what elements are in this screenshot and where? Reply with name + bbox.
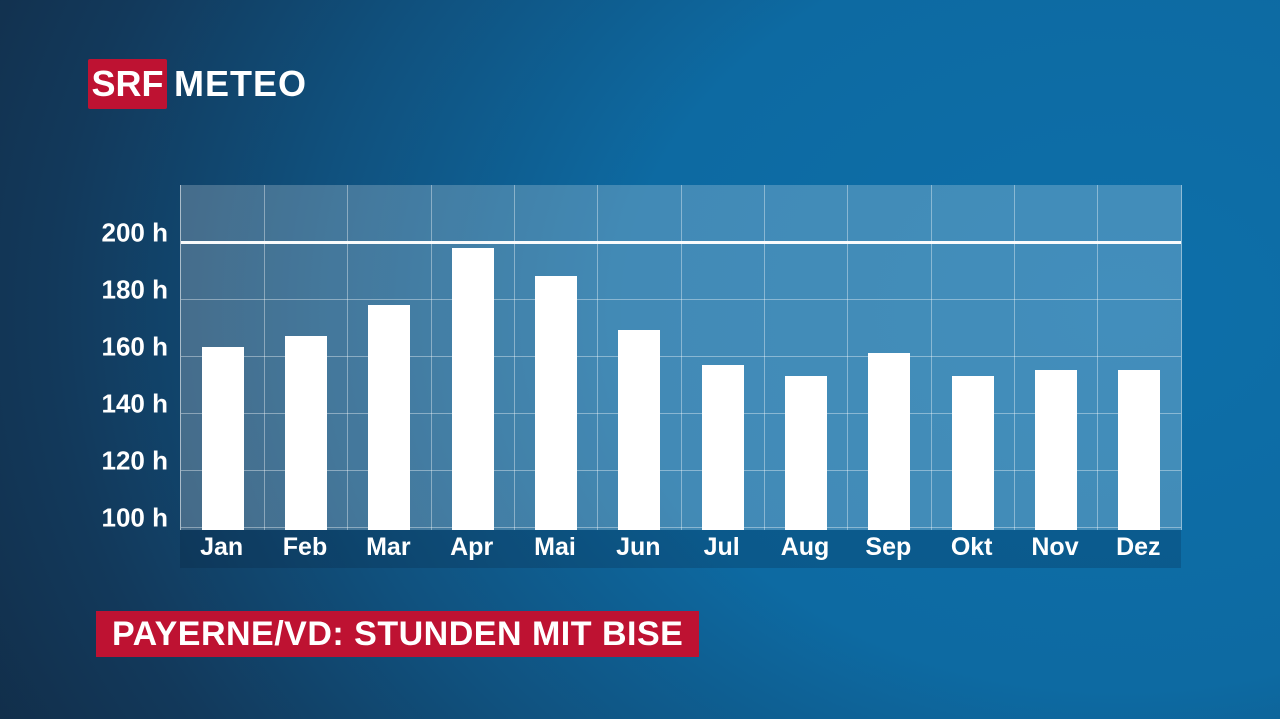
x-axis-label-dez: Dez: [1116, 533, 1161, 561]
x-axis-label-apr: Apr: [450, 533, 494, 561]
month-separator-line: [763, 185, 765, 530]
bar-jan: [201, 347, 244, 530]
reference-line-200h: [181, 240, 1181, 244]
chart-title: PAYERNE/VD: STUNDEN MIT BISE: [112, 615, 684, 653]
month-separator-line: [1013, 185, 1015, 530]
bar-jun: [618, 330, 661, 530]
month-separator-line: [1097, 185, 1099, 530]
bar-okt: [951, 375, 994, 530]
bar-jul: [701, 364, 744, 530]
srf-logo-box: SRF: [88, 59, 167, 109]
y-axis-label-200h: 200 h: [101, 217, 169, 248]
x-axis-label-jun: Jun: [616, 533, 661, 561]
x-axis-label-aug: Aug: [780, 533, 830, 561]
month-separator-line: [930, 185, 932, 530]
x-axis-label-mar: Mar: [366, 533, 411, 561]
month-separator-line: [680, 185, 682, 530]
x-axis-label-mai: Mai: [534, 533, 576, 561]
x-axis-label-nov: Nov: [1031, 533, 1079, 561]
y-axis-label-120h: 120 h: [101, 445, 169, 476]
x-axis-label-sep: Sep: [865, 533, 912, 561]
srf-meteo-logo: SRF METEO: [88, 59, 307, 109]
plot-area: [180, 185, 1182, 530]
bar-mai: [535, 276, 577, 530]
x-axis-label-jan: Jan: [200, 533, 244, 561]
month-separator-line: [597, 185, 599, 530]
month-separator-line: [430, 185, 432, 530]
y-axis-label-100h: 100 h: [101, 502, 169, 533]
gridline-160h: [181, 355, 1181, 357]
x-axis-label-jul: Jul: [703, 533, 740, 561]
gridline-120h: [181, 469, 1181, 471]
month-separator-line: [847, 185, 849, 530]
bar-apr: [451, 247, 494, 530]
y-axis-label-140h: 140 h: [101, 388, 169, 419]
y-axis-label-180h: 180 h: [101, 274, 169, 305]
bar-sep: [868, 353, 911, 530]
gridline-180h: [181, 298, 1181, 300]
meteo-logo-text: METEO: [174, 63, 308, 104]
month-separator-line: [347, 185, 349, 530]
bar-dez: [1118, 370, 1161, 530]
bar-nov: [1035, 370, 1077, 530]
bar-mar: [368, 304, 411, 530]
x-axis-label-okt: Okt: [950, 533, 993, 561]
x-axis-label-feb: Feb: [282, 533, 328, 561]
month-separator-line: [263, 185, 265, 530]
month-separator-line: [513, 185, 515, 530]
bar-aug: [785, 375, 827, 530]
month-label-band: [180, 530, 1181, 568]
gridline-140h: [181, 412, 1181, 414]
bar-feb: [285, 336, 327, 530]
y-axis-label-160h: 160 h: [101, 331, 169, 362]
srf-logo-text: SRF: [91, 63, 164, 104]
gridline-100h: [181, 526, 1181, 528]
chart-title-banner: PAYERNE/VD: STUNDEN MIT BISE: [96, 611, 700, 657]
